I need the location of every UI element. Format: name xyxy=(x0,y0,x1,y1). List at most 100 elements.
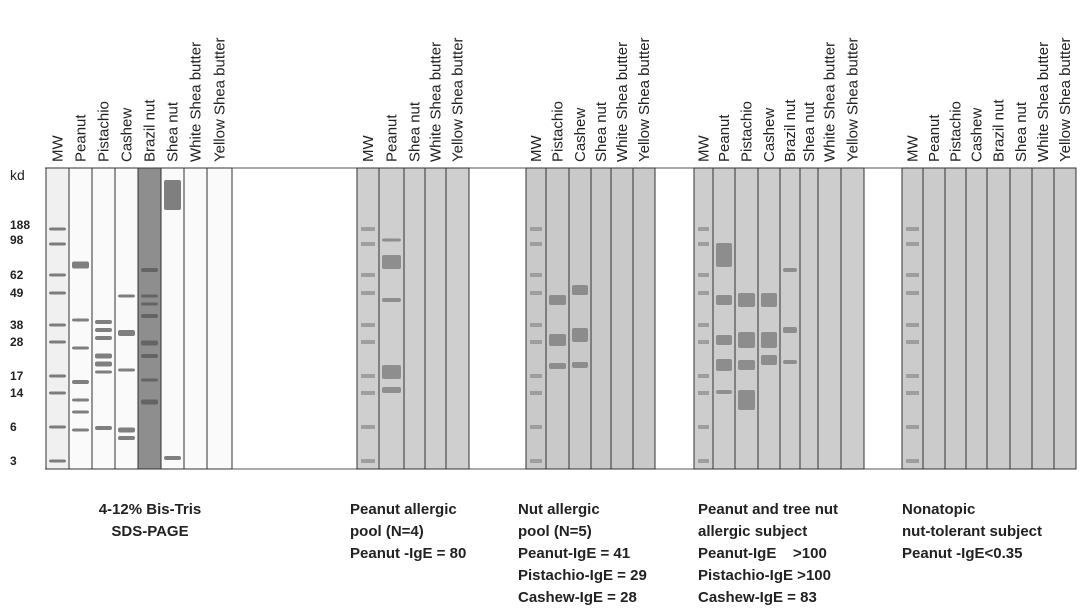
lane-label: Pistachio xyxy=(96,101,113,162)
lane-label: White Shea butter xyxy=(1035,42,1052,162)
band xyxy=(382,255,401,269)
lane-label: Pistachio xyxy=(739,101,756,162)
gel-lane xyxy=(694,168,713,469)
gel-lane xyxy=(379,168,404,469)
lane-label: Peanut xyxy=(926,114,943,162)
gel-lane xyxy=(1010,168,1032,469)
lane-label: Yellow Shea butter xyxy=(1057,37,1074,162)
band xyxy=(698,227,709,231)
band xyxy=(716,295,732,305)
band xyxy=(49,243,66,246)
band xyxy=(906,323,919,327)
panel-caption: Nonatopic xyxy=(902,501,975,518)
band xyxy=(906,242,919,246)
band xyxy=(49,324,66,327)
panel-caption: Pistachio-IgE = 29 xyxy=(518,567,647,584)
band xyxy=(738,390,755,410)
gel-lane xyxy=(161,168,184,469)
gel-lane xyxy=(425,168,446,469)
band xyxy=(141,400,158,405)
lane-label: Brazil nut xyxy=(991,99,1008,162)
band xyxy=(95,320,112,324)
band xyxy=(906,374,919,378)
band xyxy=(530,273,542,277)
gel-lane xyxy=(404,168,425,469)
panel-caption: Peanut-IgE = 41 xyxy=(518,545,630,562)
panel-caption: nut-tolerant subject xyxy=(902,523,1042,540)
gel-lane xyxy=(841,168,864,469)
band xyxy=(361,323,375,327)
band xyxy=(118,369,135,372)
panel-caption: 4-12% Bis-Tris xyxy=(99,501,202,518)
band xyxy=(49,228,66,231)
band xyxy=(49,274,66,277)
panel-caption: Peanut-IgE >100 xyxy=(698,545,827,562)
mw-marker: 28 xyxy=(10,335,24,349)
band xyxy=(361,242,375,246)
gel-lane xyxy=(987,168,1010,469)
band xyxy=(530,291,542,295)
band xyxy=(95,354,112,359)
band xyxy=(572,285,588,295)
band xyxy=(361,425,375,429)
band xyxy=(698,273,709,277)
band xyxy=(95,426,112,430)
band xyxy=(95,336,112,340)
band xyxy=(141,303,158,306)
mw-marker: 62 xyxy=(10,268,24,282)
panel-caption: Cashew-IgE = 28 xyxy=(518,589,637,606)
band xyxy=(361,459,375,463)
mw-marker: 49 xyxy=(10,286,24,300)
mw-marker: 98 xyxy=(10,233,24,247)
gel-lane xyxy=(92,168,115,469)
y-axis-label: kd xyxy=(10,167,25,183)
band xyxy=(698,425,709,429)
mw-marker: 14 xyxy=(10,386,24,400)
band xyxy=(698,323,709,327)
band xyxy=(118,436,135,440)
band xyxy=(118,330,135,336)
lane-label: Cashew xyxy=(572,108,589,162)
lane-label: MW xyxy=(360,135,377,162)
panel-caption: Pistachio-IgE >100 xyxy=(698,567,831,584)
band xyxy=(72,319,89,322)
band xyxy=(530,340,542,344)
lane-label: MW xyxy=(696,135,713,162)
panel-caption: Peanut -IgE = 80 xyxy=(350,545,466,562)
band xyxy=(49,375,66,378)
band xyxy=(72,380,89,384)
band xyxy=(164,180,181,210)
lane-label: Shea nut xyxy=(593,101,610,162)
band xyxy=(118,428,135,433)
band xyxy=(906,459,919,463)
lane-label: Shea nut xyxy=(407,101,424,162)
band xyxy=(698,391,709,395)
band xyxy=(738,332,755,348)
panel-caption: Nut allergic xyxy=(518,501,600,518)
gel-lane xyxy=(800,168,818,469)
band xyxy=(530,459,542,463)
gel-lane xyxy=(611,168,633,469)
band xyxy=(49,392,66,395)
gel-lane xyxy=(526,168,546,469)
lane-label: Yellow Shea butter xyxy=(845,37,862,162)
band xyxy=(716,335,732,345)
lane-label: White Shea butter xyxy=(614,42,631,162)
band xyxy=(549,334,566,346)
band xyxy=(906,227,919,231)
gel-lane xyxy=(546,168,569,469)
band xyxy=(698,242,709,246)
panel-caption: allergic subject xyxy=(698,523,807,540)
band xyxy=(49,426,66,429)
band xyxy=(783,268,797,272)
gel-lane xyxy=(46,168,69,469)
panel-caption: Peanut allergic xyxy=(350,501,457,518)
band xyxy=(164,456,181,460)
gel-lane xyxy=(902,168,923,469)
lane-label: MW xyxy=(50,135,67,162)
band xyxy=(530,242,542,246)
panel-caption: pool (N=4) xyxy=(350,523,424,540)
band xyxy=(361,391,375,395)
band xyxy=(761,355,777,365)
lane-label: Peanut xyxy=(73,114,90,162)
